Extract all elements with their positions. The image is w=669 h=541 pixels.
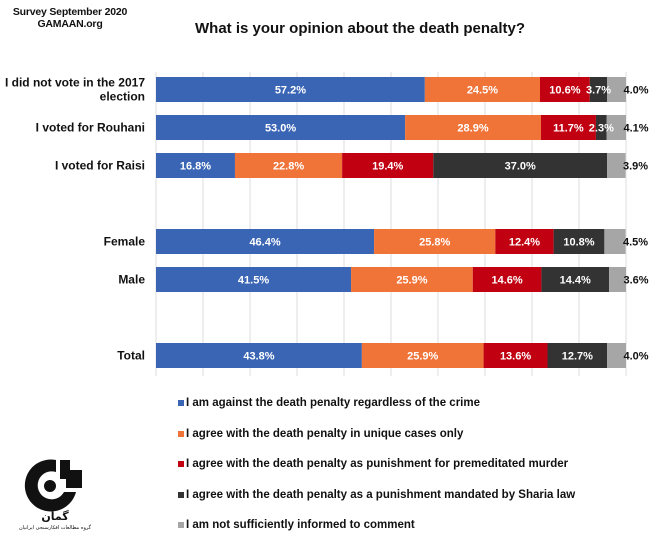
bar-segment-0-2 [539,77,590,102]
data-label-4-4: 3.6% [623,275,648,287]
bar-segment-1-4 [606,115,626,140]
legend-item-unique-cases: I agree with the death penalty in unique… [178,419,575,450]
bars: 57.2% 24.5% 10.6% 3.7% 4.0% 53.0% 28.9% 11.7% 2.… [156,77,649,368]
bar-segment-4-2 [472,267,542,292]
bar-segment-2-2 [342,153,434,178]
bar-segment-5-0 [156,343,362,368]
data-label-0-3: 3.7% [586,85,611,97]
bar-segment-0-0 [156,77,425,102]
legend-item-premeditated-murder: I agree with the death penalty as punish… [178,449,575,480]
bar-segment-4-3 [541,267,610,292]
category-label-4: Male [118,273,145,287]
bar-segment-4-0 [156,267,352,292]
data-label-1-0: 53.0% [265,123,296,135]
category-label-2: I voted for Raisi [55,159,145,173]
category-labels: I did not vote in the 2017 election I vote… [5,76,145,363]
data-label-1-3: 2.3% [589,123,614,135]
logo-persian-tagline: گروه مطالعات افکارسنجی ایرانیان [19,524,92,531]
legend-label-premeditated-murder: I agree with the death penalty as punish… [186,458,569,471]
data-label-3-1: 25.8% [419,237,450,249]
bar-segment-5-1 [361,343,484,368]
logo-persian-name: گمان [41,510,69,523]
survey-site: GAMAAN.org [37,18,103,30]
data-label-2-0: 16.8% [180,161,211,173]
bar-segment-0-4 [607,77,626,102]
bar-segment-3-1 [374,229,496,254]
bar-segment-3-4 [604,229,626,254]
data-label-1-1: 28.9% [457,123,488,135]
gamaan-logo-icon: گمان گروه مطالعات افکارسنجی ایرانیان [19,459,92,531]
data-label-4-3: 14.4% [560,275,591,287]
data-label-5-1: 25.9% [407,351,438,363]
category-label-5: Total [117,349,145,363]
data-label-4-1: 25.9% [396,275,427,287]
data-label-5-0: 43.8% [243,351,274,363]
data-label-2-4: 3.9% [623,161,648,173]
bar-segment-4-1 [351,267,473,292]
data-label-1-4: 4.1% [623,123,648,135]
bar-segment-3-3 [553,229,605,254]
category-label-1: I voted for Rouhani [36,121,145,135]
bar-segment-2-4 [607,153,626,178]
data-label-0-4: 4.0% [623,85,648,97]
bar-segment-1-3 [595,115,607,140]
bar-segment-2-1 [234,153,343,178]
legend-swatch-premeditated-murder [178,461,184,468]
bar-segment-5-3 [547,343,608,368]
bar-row-3: 46.4% 25.8% 12.4% 10.8% 4.5% [156,229,648,254]
data-label-1-2: 11.7% [553,123,584,135]
bar-row-5: 43.8% 25.9% 13.6% 12.7% 4.0% [156,343,649,368]
bar-segment-0-3 [589,77,608,102]
data-label-2-3: 37.0% [505,161,536,173]
data-label-0-0: 57.2% [275,85,306,97]
legend-item-sharia-law: I agree with the death penalty as a puni… [178,480,575,511]
legend-item-not-informed: I am not sufficiently informed to commen… [178,510,575,541]
bar-segment-1-0 [156,115,406,140]
data-label-3-2: 12.4% [509,237,540,249]
bar-row-1: 53.0% 28.9% 11.7% 2.3% 4.1% [156,115,649,140]
data-label-5-3: 12.7% [562,351,593,363]
data-label-0-1: 24.5% [467,85,498,97]
bar-segment-0-1 [424,77,540,102]
data-label-2-1: 22.8% [273,161,304,173]
data-label-3-3: 10.8% [563,237,594,249]
bar-row-0: 57.2% 24.5% 10.6% 3.7% 4.0% [156,77,649,102]
data-label-3-4: 4.5% [623,237,648,249]
bar-segment-2-3 [433,153,608,178]
data-label-5-4: 4.0% [623,351,648,363]
survey-date: Survey September 2020 [12,6,128,18]
data-label-2-2: 19.4% [372,161,403,173]
legend-swatch-against [178,400,184,407]
legend-swatch-sharia-law [178,491,184,498]
legend: I am against the death penalty regardles… [178,388,575,541]
bar-row-2: 16.8% 22.8% 19.4% 37.0% 3.9% [156,153,648,178]
legend-swatch-not-informed [178,522,184,529]
bar-segment-2-0 [156,153,235,178]
legend-label-sharia-law: I agree with the death penalty as a puni… [186,488,576,501]
data-label-4-0: 41.5% [238,275,269,287]
bar-segment-4-4 [609,267,626,292]
legend-label-not-informed: I am not sufficiently informed to commen… [186,519,415,532]
stacked-bar-chart: 57.2% 24.5% 10.6% 3.7% 4.0% 53.0% 28.9% 11.7% 2.… [5,72,649,376]
bar-segment-5-2 [483,343,548,368]
bar-segment-1-1 [405,115,541,140]
bar-segment-3-0 [156,229,375,254]
bar-segment-1-2 [540,115,596,140]
chart-title: What is your opinion about the death pen… [195,20,525,37]
bar-segment-5-4 [607,343,626,368]
legend-label-unique-cases: I agree with the death penalty in unique… [186,427,464,440]
legend-swatch-unique-cases [178,430,184,437]
data-label-0-2: 10.6% [549,85,580,97]
data-label-4-2: 14.6% [491,275,522,287]
data-label-5-2: 13.6% [500,351,531,363]
bar-row-4: 41.5% 25.9% 14.6% 14.4% 3.6% [156,267,649,292]
category-label-0: I did not vote in the 2017 election [5,76,145,104]
legend-item-against: I am against the death penalty regardles… [178,388,575,419]
survey-source: Survey September 2020 GAMAAN.org [0,6,140,30]
data-label-3-0: 46.4% [249,237,280,249]
legend-label-against: I am against the death penalty regardles… [186,397,480,410]
bar-segment-3-2 [495,229,554,254]
category-label-3: Female [104,235,146,249]
